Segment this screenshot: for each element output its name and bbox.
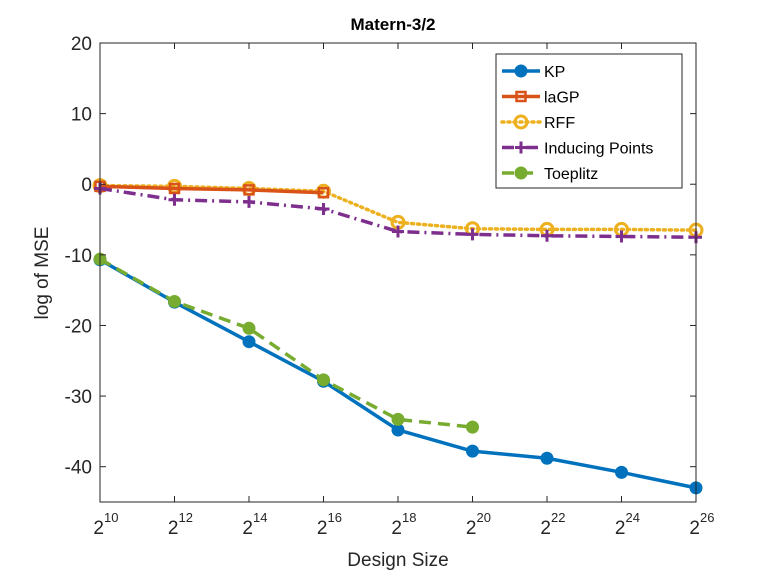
legend-label: Toeplitz <box>544 166 598 183</box>
y-tick-label: -40 <box>65 458 92 479</box>
x-tick-label: 212 <box>168 510 193 539</box>
y-tick-label: 0 <box>81 175 92 196</box>
data-point-toeplitz <box>242 321 256 335</box>
data-point-lagp <box>243 184 255 196</box>
chart-title: Matern-3/2 <box>350 15 435 34</box>
data-point-inducing-points <box>466 228 479 241</box>
x-tick-exponent: 24 <box>626 510 640 525</box>
data-point-lagp <box>168 182 181 195</box>
legend-entry-inducing-points: Inducing Points <box>502 141 653 158</box>
data-point-toeplitz <box>466 420 479 434</box>
data-point-toeplitz <box>317 373 330 387</box>
x-tick-base: 2 <box>317 518 328 539</box>
y-axis: 20 10 0 -10 -20 -30 -40 <box>65 34 696 479</box>
series-layer <box>92 178 704 495</box>
series-line-rff <box>98 183 698 232</box>
x-tick-exponent: 18 <box>402 510 416 525</box>
legend-label: Inducing Points <box>544 141 653 158</box>
x-tick-label: 222 <box>540 510 565 539</box>
data-point-lagp <box>317 186 330 199</box>
data-point-kp <box>540 451 554 465</box>
data-point-toeplitz <box>168 294 181 308</box>
legend-swatch-marker <box>515 90 527 103</box>
legend-entry-kp: KP <box>502 64 565 81</box>
x-tick-exponent: 26 <box>700 510 714 525</box>
x-axis-title: Design Size <box>347 550 448 571</box>
legend-label: RFF <box>544 115 575 132</box>
data-point-kp <box>615 465 628 479</box>
x-tick-base: 2 <box>391 518 402 539</box>
legend-swatch-marker <box>513 114 529 130</box>
data-point-inducing-points <box>243 195 255 208</box>
series-line-inducing-points <box>99 186 697 239</box>
x-tick-base: 2 <box>540 518 551 539</box>
legend-label: KP <box>544 64 565 81</box>
x-tick-base: 2 <box>168 518 179 539</box>
y-tick-label: -10 <box>65 246 92 267</box>
series-line-toeplitz <box>99 257 473 429</box>
legend-entry-toeplitz: Toeplitz <box>502 166 598 183</box>
x-tick-label: 224 <box>615 510 640 539</box>
series-toeplitz <box>93 252 479 434</box>
data-point-inducing-points <box>541 229 553 242</box>
data-point-inducing-points <box>168 193 181 206</box>
series-line-lagp <box>99 184 324 195</box>
x-tick-label: 220 <box>466 510 491 539</box>
x-tick-exponent: 20 <box>477 510 491 525</box>
x-tick-label: 210 <box>93 510 118 539</box>
legend-entry-rff: RFF <box>500 114 575 132</box>
legend-label: laGP <box>544 90 580 107</box>
data-point-inducing-points <box>317 202 330 215</box>
x-tick-exponent: 22 <box>551 510 565 525</box>
x-tick-label: 218 <box>391 510 416 539</box>
x-tick-exponent: 14 <box>253 510 267 525</box>
x-tick-exponent: 16 <box>328 510 342 525</box>
x-tick-base: 2 <box>242 518 253 539</box>
data-point-toeplitz <box>391 412 405 426</box>
legend-swatch-marker <box>514 64 528 78</box>
data-point-kp <box>242 335 256 349</box>
x-tick-label: 226 <box>689 510 714 539</box>
y-tick-label: -30 <box>65 387 92 408</box>
x-tick-base: 2 <box>466 518 477 539</box>
x-tick-exponent: 12 <box>179 510 193 525</box>
x-tick-label: 214 <box>242 510 267 539</box>
data-point-inducing-points <box>392 225 404 238</box>
legend-swatch-marker <box>515 141 527 154</box>
x-tick-exponent: 10 <box>104 510 118 525</box>
x-tick-label: 216 <box>317 510 342 539</box>
data-point-kp <box>466 444 479 458</box>
y-tick-label: -20 <box>65 316 92 337</box>
x-tick-base: 2 <box>689 518 700 539</box>
x-tick-base: 2 <box>615 518 626 539</box>
y-tick-label: 20 <box>71 34 92 55</box>
legend-swatch-marker <box>514 166 528 180</box>
legend: KP laGP RFF Inducing Points Toeplitz <box>495 53 683 189</box>
y-axis-title: log of MSE <box>32 227 53 320</box>
y-tick-label: 10 <box>71 105 92 126</box>
data-point-inducing-points <box>615 230 628 243</box>
x-tick-base: 2 <box>93 518 104 539</box>
legend-entry-lagp: laGP <box>502 90 580 107</box>
